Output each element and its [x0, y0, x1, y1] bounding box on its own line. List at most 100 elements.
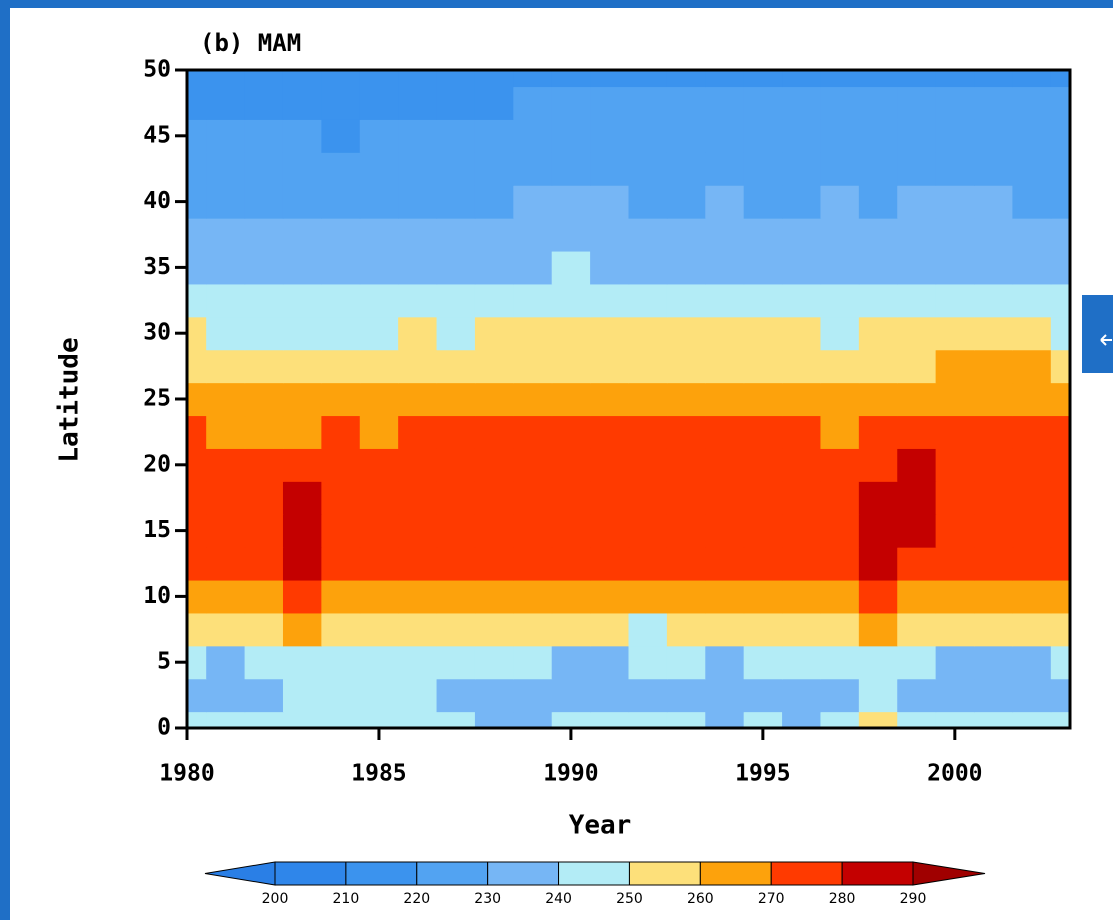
contour-cell — [1050, 415, 1070, 449]
contour-cell — [359, 152, 399, 186]
contour-cell — [1050, 448, 1070, 482]
contour-cell — [1050, 514, 1070, 548]
contour-cell — [666, 70, 706, 88]
contour-cell — [321, 86, 361, 120]
contour-cell — [705, 86, 745, 120]
contour-cell — [551, 678, 591, 713]
contour-cell — [743, 382, 783, 417]
contour-cell — [743, 349, 783, 384]
contour-cell — [398, 316, 438, 351]
contour-cell — [705, 70, 745, 88]
contour-cell — [551, 283, 591, 318]
contour-cell — [666, 316, 706, 351]
contour-cell — [628, 349, 668, 384]
contour-cell — [398, 481, 438, 515]
contour-cell — [935, 645, 975, 680]
contour-cell — [858, 711, 898, 728]
colorbar-box — [416, 861, 489, 886]
contour-cell — [359, 579, 399, 614]
contour-cell — [436, 514, 476, 548]
contour-field — [187, 70, 1070, 728]
contour-cell — [666, 711, 706, 728]
contour-cell — [590, 711, 630, 728]
contour-cell — [1050, 349, 1070, 384]
contour-cell — [187, 645, 207, 680]
contour-cell — [513, 349, 553, 384]
arrow-icon[interactable] — [1100, 334, 1112, 346]
contour-cell — [1012, 218, 1052, 252]
contour-cell — [206, 481, 246, 515]
contour-cell — [206, 612, 246, 647]
contour-cell — [666, 415, 706, 449]
contour-cell — [820, 283, 860, 318]
contour-cell — [551, 250, 591, 285]
contour-cell — [897, 415, 937, 449]
contour-cell — [974, 349, 1014, 384]
x-tick-label: 2000 — [927, 761, 982, 787]
contour-cell — [359, 283, 399, 318]
contour-cell — [551, 349, 591, 384]
contour-cell — [705, 448, 745, 482]
contour-cell — [187, 218, 207, 252]
contour-cell — [858, 382, 898, 417]
contour-cell — [743, 250, 783, 285]
contour-cell — [858, 316, 898, 351]
contour-cell — [935, 218, 975, 252]
contour-cell — [705, 185, 745, 219]
contour-cell — [513, 612, 553, 647]
contour-cell — [974, 514, 1014, 548]
contour-cell — [206, 86, 246, 120]
contour-cell — [1050, 316, 1070, 351]
contour-cell — [782, 86, 822, 120]
contour-cell — [1012, 579, 1052, 614]
contour-cell — [206, 185, 246, 219]
contour-cell — [1050, 579, 1070, 614]
x-tick-label: 1985 — [351, 761, 406, 787]
contour-cell — [820, 645, 860, 680]
contour-cell — [590, 283, 630, 318]
contour-cell — [666, 678, 706, 713]
contour-cell — [705, 152, 745, 186]
contour-cell — [513, 514, 553, 548]
contour-cell — [743, 612, 783, 647]
contour-cell — [1012, 283, 1052, 318]
contour-cell — [743, 645, 783, 680]
contour-cell — [187, 382, 207, 417]
contour-cell — [187, 547, 207, 581]
contour-cell — [666, 448, 706, 482]
contour-cell — [187, 283, 207, 318]
contour-cell — [436, 612, 476, 647]
side-button[interactable] — [1082, 295, 1113, 373]
contour-cell — [590, 119, 630, 153]
contour-cell — [187, 612, 207, 647]
contour-cell — [782, 711, 822, 728]
contour-cell — [974, 711, 1014, 728]
y-tick-label: 20 — [143, 451, 171, 477]
contour-cell — [628, 645, 668, 680]
contour-cell — [974, 152, 1014, 186]
contour-cell — [436, 185, 476, 219]
contour-cell — [513, 86, 553, 120]
contour-cell — [820, 678, 860, 713]
contour-cell — [1050, 547, 1070, 581]
contour-cell — [897, 514, 937, 548]
contour-cell — [1012, 711, 1052, 728]
contour-cell — [1012, 415, 1052, 449]
side-button-bg[interactable] — [1082, 295, 1113, 373]
contour-cell — [628, 481, 668, 515]
contour-cell — [321, 316, 361, 351]
contour-cell — [513, 547, 553, 581]
contour-cell — [897, 119, 937, 153]
contour-cell — [436, 382, 476, 417]
contour-cell — [436, 711, 476, 728]
colorbar-box — [487, 861, 560, 886]
contour-cell — [935, 678, 975, 713]
contour-cell — [858, 86, 898, 120]
contour-cell — [321, 448, 361, 482]
contour-cell — [551, 579, 591, 614]
contour-cell — [1050, 283, 1070, 318]
contour-cell — [858, 119, 898, 153]
contour-cell — [436, 119, 476, 153]
contour-cell — [474, 645, 514, 680]
contour-cell — [206, 579, 246, 614]
